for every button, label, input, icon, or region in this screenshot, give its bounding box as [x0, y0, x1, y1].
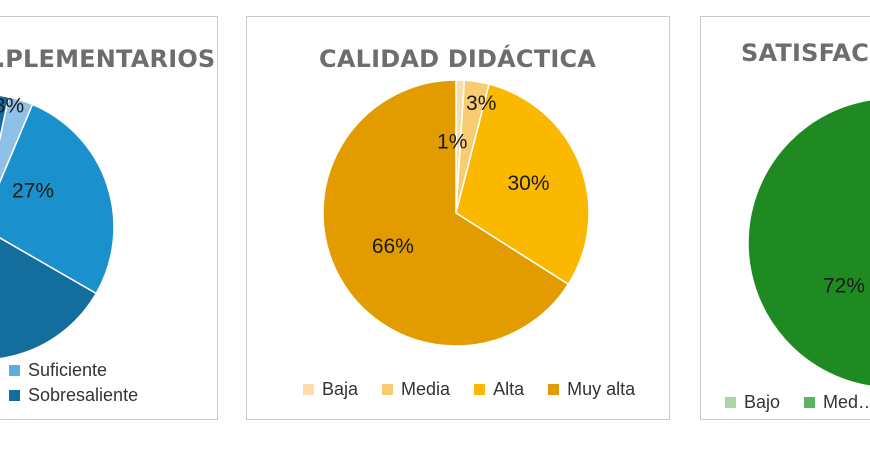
- legend-swatch-icon: [303, 384, 314, 395]
- pie-chart-satisfaccion: 72%: [747, 99, 870, 387]
- legend-label: Muy alta: [567, 379, 636, 399]
- legend-item-media: Media: [382, 379, 450, 400]
- legend-item-alta: Alta: [474, 379, 524, 400]
- legend-label: Sobresaliente: [28, 385, 139, 405]
- pie-chart-complementarios: 27% 3%: [0, 94, 115, 360]
- legend-label: Alta: [493, 379, 525, 399]
- pie-slice: [455, 83, 590, 286]
- legend-swatch-icon: [548, 384, 560, 395]
- data-label: 30%: [508, 172, 550, 195]
- chart-legend: Suficiente Sobresaliente: [9, 360, 138, 410]
- data-label: 1%: [437, 131, 467, 154]
- chart-title: CALIDAD DIDÁCTICA: [319, 45, 597, 73]
- chart-title: SATISFACC…: [741, 39, 870, 67]
- legend-label: Media: [401, 379, 451, 399]
- legend-label: Baja: [322, 379, 359, 399]
- pie-slice: [0, 103, 115, 295]
- chart-legend: Bajo Med…: [725, 392, 870, 413]
- data-label: 27%: [12, 180, 54, 203]
- legend-label: Bajo: [744, 392, 781, 412]
- chart-panel-satisfaccion: SATISFACC… 72% Bajo Med…: [700, 16, 870, 420]
- pie-chart-calidad-didactica: 1% 3% 30% 66%: [322, 79, 590, 347]
- legend-item-medio: Med…: [804, 392, 870, 413]
- legend-swatch-icon: [9, 365, 20, 376]
- chart-title: …PLEMENTARIOS: [0, 45, 216, 73]
- legend-item-bajo: Bajo: [725, 392, 780, 413]
- data-label: 3%: [0, 95, 24, 118]
- legend-swatch-icon: [804, 397, 816, 408]
- chart-legend: Baja Media Alta Muy alta: [303, 379, 635, 400]
- legend-item-suficiente: Suficiente: [9, 360, 138, 381]
- data-label: 3%: [466, 92, 496, 115]
- legend-swatch-icon: [9, 390, 20, 401]
- pie-slice: [322, 79, 570, 347]
- legend-item-muy-alta: Muy alta: [548, 379, 635, 400]
- data-label: 72%: [823, 275, 865, 298]
- pie-slice: [0, 94, 98, 360]
- chart-panel-complementarios: …PLEMENTARIOS 27% 3% Suficiente Sobresali…: [0, 16, 218, 420]
- legend-label: Suficiente: [28, 360, 108, 380]
- legend-item-sobresaliente: Sobresaliente: [9, 385, 138, 406]
- legend-swatch-icon: [725, 397, 736, 408]
- legend-swatch-icon: [474, 384, 486, 395]
- legend-item-baja: Baja: [303, 379, 358, 400]
- legend-label: Med…: [823, 392, 870, 412]
- data-label: 66%: [372, 235, 414, 258]
- chart-panel-calidad-didactica: CALIDAD DIDÁCTICA 1% 3% 30% 66% Baja Media …: [246, 16, 670, 420]
- legend-swatch-icon: [382, 384, 394, 395]
- pie-slice: [747, 99, 870, 387]
